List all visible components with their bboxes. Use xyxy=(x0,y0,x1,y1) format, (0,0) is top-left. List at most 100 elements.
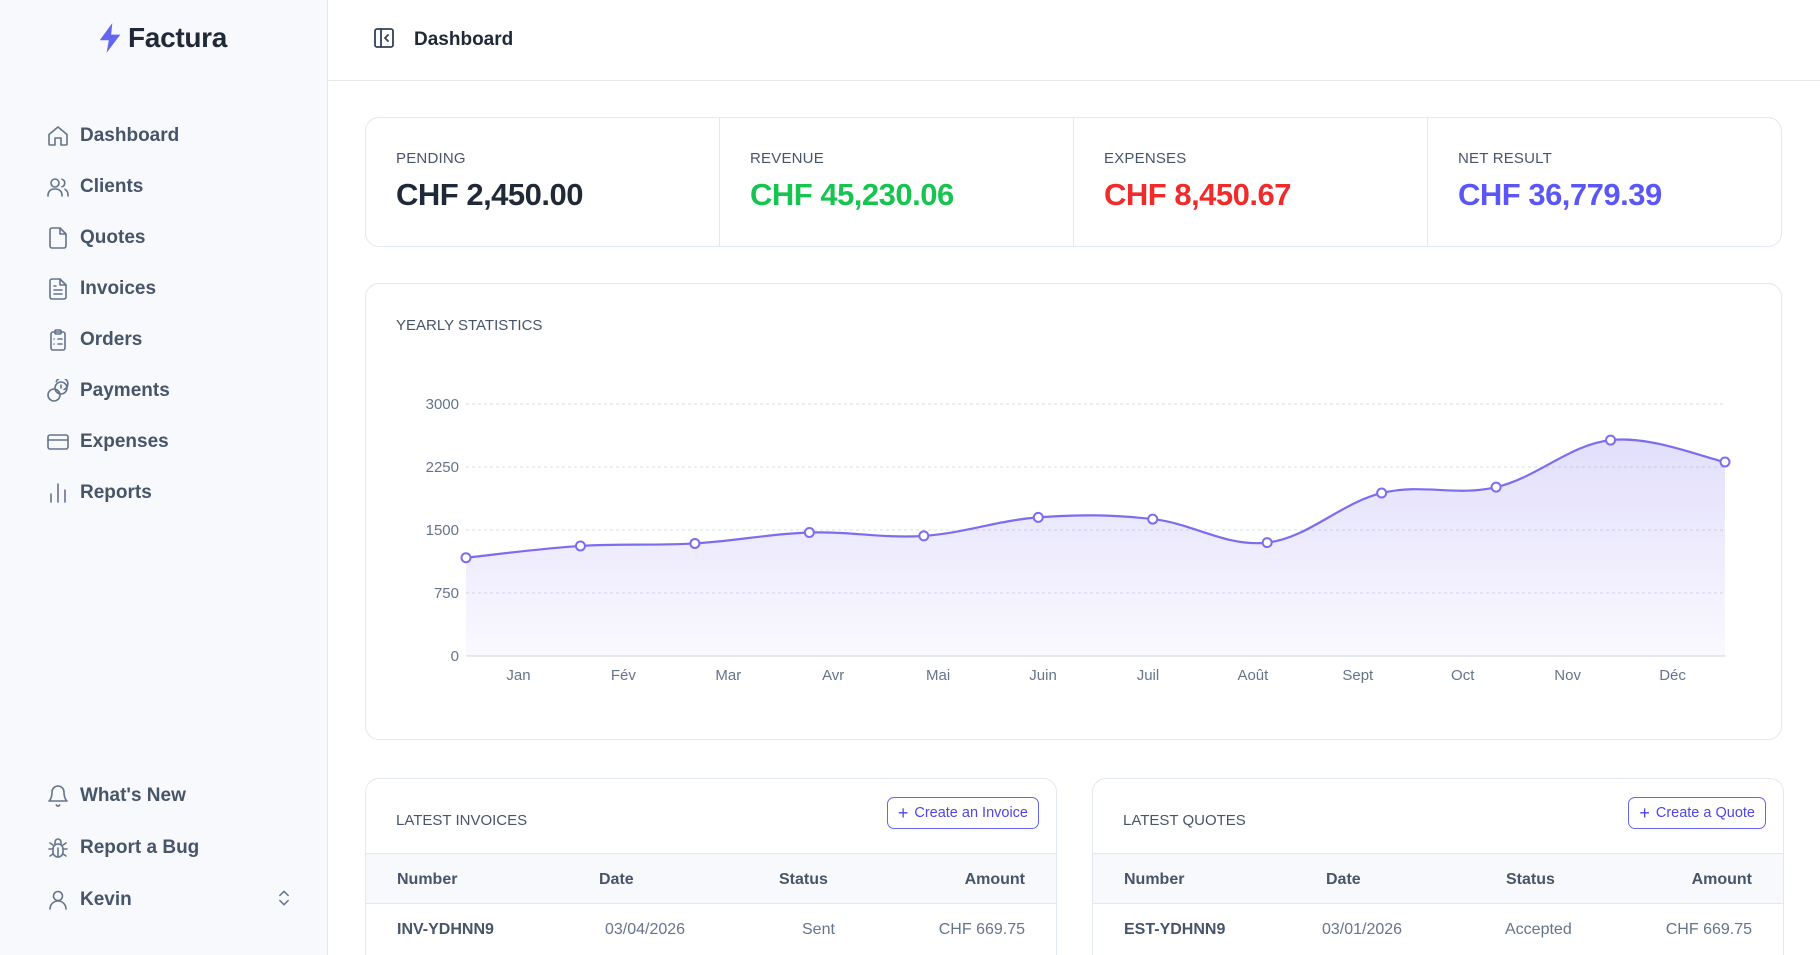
sidebar: Factura Dashboard Clients Quotes Invoice… xyxy=(0,0,328,955)
sidebar-item-clients[interactable]: Clients xyxy=(44,161,294,212)
chart-title: YEARLY STATISTICS xyxy=(396,317,543,334)
stat-label: Expenses xyxy=(1104,150,1187,167)
column-header[interactable]: Number xyxy=(397,871,458,888)
brand-logo[interactable]: Factura xyxy=(96,22,227,54)
table-header: Number Date Status Amount xyxy=(366,853,1056,904)
column-header[interactable]: Amount xyxy=(1691,871,1752,888)
sidebar-item-label: Quotes xyxy=(80,226,146,248)
column-header[interactable]: Number xyxy=(1124,871,1185,888)
x-tick-label: Août xyxy=(1237,667,1269,684)
data-point[interactable] xyxy=(689,537,701,549)
yearly-statistics-card: YEARLY STATISTICS 0 750 1500 2250 3000 Jan Fév… xyxy=(365,283,1782,740)
sidebar-item-reports[interactable]: Reports xyxy=(44,467,294,518)
sidebar-item-payments[interactable]: Payments xyxy=(44,365,294,416)
data-point[interactable] xyxy=(1490,481,1502,493)
data-point[interactable] xyxy=(1261,537,1273,549)
invoice-date: 03/04/2026 xyxy=(605,921,686,938)
series-line xyxy=(465,438,1726,559)
stat-value: CHF 2,450.00 xyxy=(396,177,584,212)
stat-label: Pending xyxy=(396,150,466,167)
invoice-status: Sent xyxy=(802,921,835,938)
quote-amount: CHF 669.75 xyxy=(1665,921,1752,938)
yearly-statistics-chart: 0 750 1500 2250 3000 Jan Fév Mar Avr Mai Juin Juil A… xyxy=(426,396,1731,684)
x-tick-label: Juin xyxy=(1029,667,1057,684)
button-label: Create an Invoice xyxy=(914,805,1028,821)
create-quote-button[interactable]: + Create a Quote xyxy=(1628,797,1766,829)
table-row[interactable]: EST-YDHNN9 03/01/2026 Accepted CHF 669.7… xyxy=(1093,904,1783,955)
data-point[interactable] xyxy=(1147,513,1159,525)
page-title: Dashboard xyxy=(414,29,514,50)
sidebar-item-label: Dashboard xyxy=(80,124,180,146)
coins-icon xyxy=(44,377,72,405)
x-tick-label: Oct xyxy=(1451,667,1475,684)
stat-revenue: Revenue CHF 45,230.06 xyxy=(720,118,1074,246)
plus-icon: + xyxy=(897,803,909,823)
sidebar-item-dashboard[interactable]: Dashboard xyxy=(44,110,294,161)
y-tick-label: 3000 xyxy=(426,396,459,413)
sidebar-item-orders[interactable]: Orders xyxy=(44,314,294,365)
sidebar-item-label: Payments xyxy=(80,379,170,401)
data-point[interactable] xyxy=(574,540,586,552)
user-icon xyxy=(44,886,72,914)
data-point[interactable] xyxy=(1605,434,1617,446)
clipboard-list-icon xyxy=(44,326,72,354)
data-point[interactable] xyxy=(460,552,472,564)
sidebar-item-label: Reports xyxy=(80,481,152,503)
sidebar-item-expenses[interactable]: Expenses xyxy=(44,416,294,467)
column-header[interactable]: Date xyxy=(599,871,634,888)
x-tick-label: Mai xyxy=(926,667,950,684)
sidebar-item-report-bug[interactable]: Report a Bug xyxy=(44,822,294,874)
quote-number: EST-YDHNN9 xyxy=(1124,921,1226,938)
sidebar-item-quotes[interactable]: Quotes xyxy=(44,212,294,263)
file-text-icon xyxy=(44,275,72,303)
x-tick-label: Avr xyxy=(822,667,844,684)
sidebar-nav: Dashboard Clients Quotes Invoices Orders… xyxy=(44,110,294,518)
x-tick-label: Déc xyxy=(1659,667,1686,684)
sidebar-item-label: Invoices xyxy=(80,277,157,299)
x-tick-label: Fév xyxy=(611,667,637,684)
sidebar-toggle-icon[interactable] xyxy=(372,26,396,55)
sidebar-footer: What's New Report a Bug Kevin xyxy=(44,770,294,926)
sidebar-item-label: Clients xyxy=(80,175,144,197)
series-area xyxy=(466,439,1725,656)
card-title: LATEST QUOTES xyxy=(1123,812,1246,829)
x-tick-label: Juil xyxy=(1137,667,1160,684)
data-point[interactable] xyxy=(1032,511,1044,523)
sidebar-item-invoices[interactable]: Invoices xyxy=(44,263,294,314)
main-content: Dashboard Pending CHF 2,450.00 Revenue C… xyxy=(328,0,1820,955)
user-menu[interactable]: Kevin xyxy=(44,874,294,926)
invoice-amount: CHF 669.75 xyxy=(938,921,1025,938)
card-title: LATEST INVOICES xyxy=(396,812,528,829)
data-point[interactable] xyxy=(918,530,930,542)
y-tick-label: 2250 xyxy=(426,459,459,476)
sidebar-item-label: What's New xyxy=(80,785,186,806)
data-point[interactable] xyxy=(1719,456,1731,468)
plus-icon: + xyxy=(1639,803,1650,823)
column-header[interactable]: Status xyxy=(1506,871,1555,888)
column-header[interactable]: Date xyxy=(1326,871,1361,888)
x-tick-label: Sept xyxy=(1342,667,1374,684)
data-point[interactable] xyxy=(803,527,815,539)
stats-card: Pending CHF 2,450.00 Revenue CHF 45,230.… xyxy=(365,117,1782,247)
create-invoice-button[interactable]: + Create an Invoice xyxy=(886,797,1039,829)
latest-quotes-card: LATEST QUOTES + Create a Quote Number Da… xyxy=(1092,778,1784,955)
stat-label: Revenue xyxy=(750,150,824,167)
button-label: Create a Quote xyxy=(1655,805,1755,821)
stat-expenses: Expenses CHF 8,450.67 xyxy=(1074,118,1428,246)
y-tick-label: 750 xyxy=(434,585,459,602)
column-header[interactable]: Amount xyxy=(964,871,1025,888)
bell-icon xyxy=(44,782,72,810)
latest-invoices-card: LATEST INVOICES + Create an Invoice Numb… xyxy=(365,778,1057,955)
y-tick-label: 1500 xyxy=(426,522,459,539)
data-point[interactable] xyxy=(1376,487,1388,499)
sidebar-item-label: Report a Bug xyxy=(80,837,200,858)
brand-name: Factura xyxy=(128,22,228,53)
invoice-number: INV-YDHNN9 xyxy=(397,921,494,938)
sidebar-item-label: Expenses xyxy=(80,430,169,452)
sidebar-item-whats-new[interactable]: What's New xyxy=(44,770,294,822)
stat-value: CHF 45,230.06 xyxy=(750,177,954,212)
users-icon xyxy=(44,173,72,201)
chevrons-up-down-icon[interactable] xyxy=(274,888,294,913)
column-header[interactable]: Status xyxy=(779,871,828,888)
table-row[interactable]: INV-YDHNN9 03/04/2026 Sent CHF 669.75 xyxy=(366,904,1056,955)
